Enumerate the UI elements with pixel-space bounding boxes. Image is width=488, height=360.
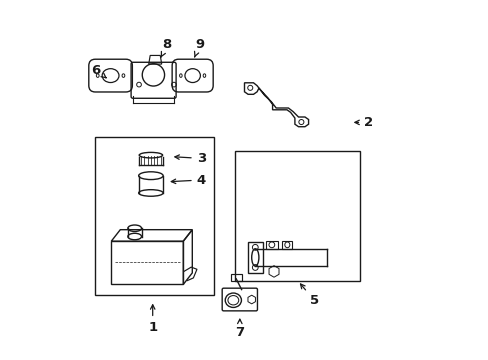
Bar xyxy=(247,242,262,273)
Text: 7: 7 xyxy=(235,319,244,339)
Text: 1: 1 xyxy=(148,305,157,334)
Text: 5: 5 xyxy=(300,284,319,307)
Text: 8: 8 xyxy=(161,39,171,57)
Bar xyxy=(235,151,359,281)
Bar xyxy=(282,241,292,249)
Text: 4: 4 xyxy=(171,174,205,186)
Text: 2: 2 xyxy=(354,116,372,129)
Text: 6: 6 xyxy=(91,64,106,78)
Bar xyxy=(95,137,213,295)
Bar xyxy=(265,241,277,249)
Bar xyxy=(111,241,183,284)
Bar xyxy=(230,274,242,281)
Text: 9: 9 xyxy=(194,39,203,57)
Text: 3: 3 xyxy=(175,152,205,165)
